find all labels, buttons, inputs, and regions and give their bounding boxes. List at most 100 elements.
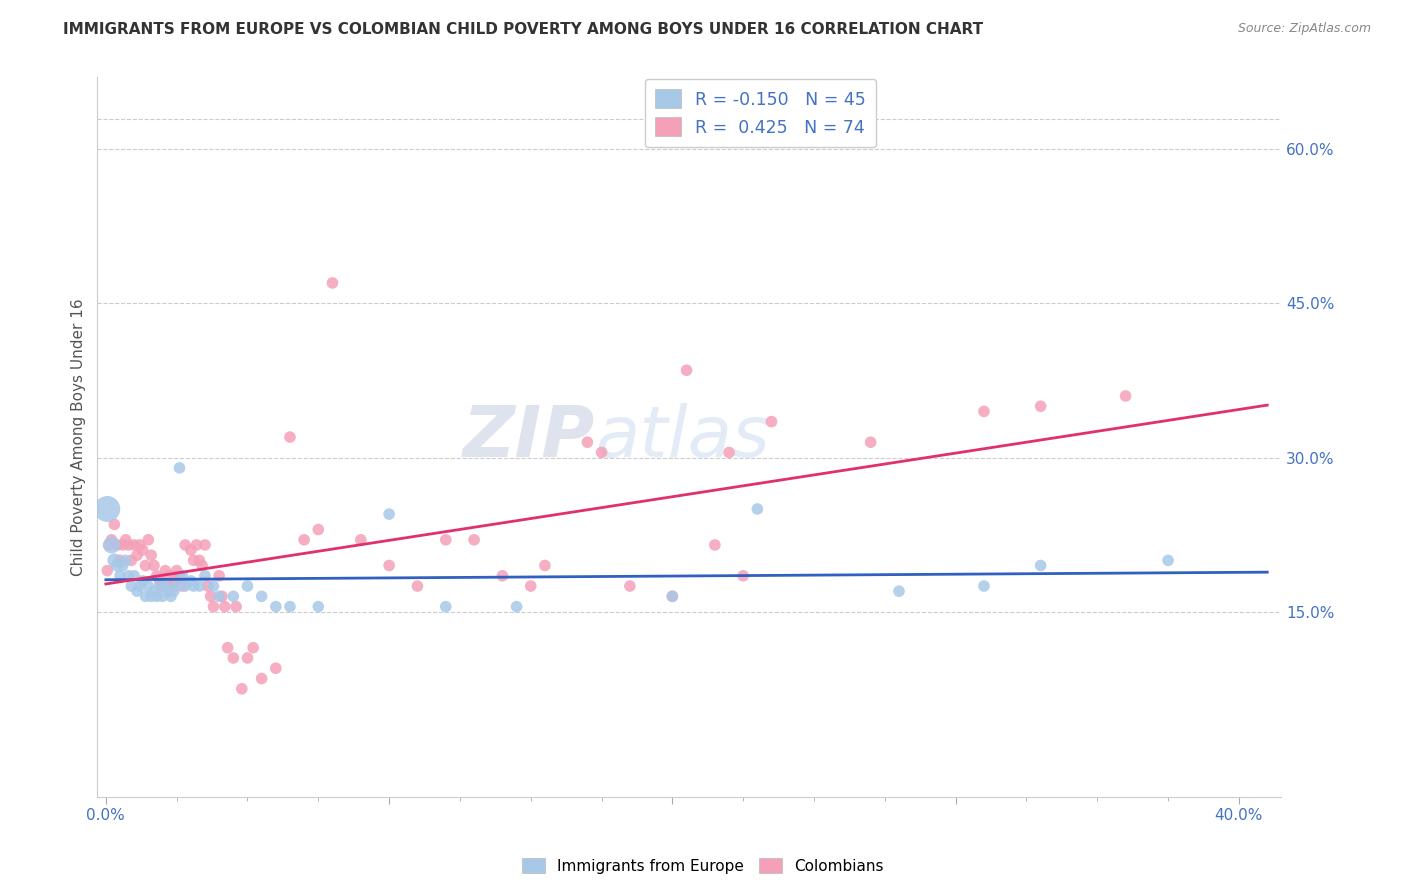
- Point: [208, 590, 231, 604]
- Point: [128, 579, 150, 593]
- Point: [576, 435, 599, 450]
- Point: [208, 568, 231, 582]
- Point: [200, 590, 222, 604]
- Point: [120, 579, 142, 593]
- Point: [160, 590, 183, 604]
- Point: [1115, 389, 1137, 403]
- Point: [887, 584, 910, 599]
- Point: [183, 553, 205, 567]
- Point: [1029, 399, 1052, 413]
- Point: [125, 584, 148, 599]
- Point: [292, 533, 315, 547]
- Point: [146, 568, 169, 582]
- Point: [120, 553, 142, 567]
- Point: [661, 590, 683, 604]
- Point: [718, 445, 741, 459]
- Point: [194, 568, 217, 582]
- Point: [103, 553, 125, 567]
- Point: [141, 548, 163, 562]
- Point: [378, 558, 401, 573]
- Point: [217, 640, 239, 655]
- Point: [138, 579, 160, 593]
- Legend: Immigrants from Europe, Colombians: Immigrants from Europe, Colombians: [516, 852, 890, 880]
- Point: [169, 461, 191, 475]
- Point: [163, 584, 186, 599]
- Point: [225, 599, 247, 614]
- Point: [152, 590, 174, 604]
- Point: [105, 538, 128, 552]
- Point: [96, 564, 118, 578]
- Point: [307, 599, 329, 614]
- Point: [134, 558, 156, 573]
- Point: [519, 579, 541, 593]
- Point: [149, 579, 172, 593]
- Point: [114, 533, 136, 547]
- Point: [141, 590, 163, 604]
- Point: [114, 553, 136, 567]
- Point: [108, 553, 131, 567]
- Point: [166, 579, 188, 593]
- Point: [117, 568, 139, 582]
- Point: [188, 579, 211, 593]
- Point: [186, 538, 208, 552]
- Point: [242, 640, 264, 655]
- Point: [163, 574, 186, 588]
- Point: [122, 538, 145, 552]
- Point: [194, 538, 217, 552]
- Point: [202, 599, 225, 614]
- Point: [505, 599, 527, 614]
- Point: [859, 435, 882, 450]
- Point: [761, 415, 783, 429]
- Point: [134, 590, 156, 604]
- Point: [183, 579, 205, 593]
- Point: [128, 538, 150, 552]
- Point: [703, 538, 725, 552]
- Point: [166, 564, 188, 578]
- Point: [321, 276, 343, 290]
- Point: [146, 590, 169, 604]
- Point: [211, 590, 233, 604]
- Point: [973, 404, 995, 418]
- Point: [125, 548, 148, 562]
- Text: ZIP: ZIP: [463, 402, 595, 472]
- Point: [661, 590, 683, 604]
- Point: [973, 579, 995, 593]
- Point: [191, 558, 214, 573]
- Point: [747, 502, 769, 516]
- Point: [103, 517, 125, 532]
- Point: [264, 661, 287, 675]
- Y-axis label: Child Poverty Among Boys Under 16: Child Poverty Among Boys Under 16: [72, 298, 86, 576]
- Point: [97, 538, 120, 552]
- Point: [149, 574, 172, 588]
- Point: [222, 590, 245, 604]
- Point: [100, 533, 122, 547]
- Point: [675, 363, 697, 377]
- Point: [1029, 558, 1052, 573]
- Point: [307, 523, 329, 537]
- Point: [1157, 553, 1180, 567]
- Point: [160, 579, 183, 593]
- Point: [463, 533, 485, 547]
- Point: [105, 558, 128, 573]
- Point: [534, 558, 557, 573]
- Point: [350, 533, 373, 547]
- Point: [180, 574, 202, 588]
- Point: [222, 651, 245, 665]
- Point: [174, 538, 197, 552]
- Point: [250, 672, 273, 686]
- Text: IMMIGRANTS FROM EUROPE VS COLOMBIAN CHILD POVERTY AMONG BOYS UNDER 16 CORRELATIO: IMMIGRANTS FROM EUROPE VS COLOMBIAN CHIL…: [63, 22, 983, 37]
- Point: [733, 568, 755, 582]
- Point: [231, 681, 253, 696]
- Point: [138, 533, 160, 547]
- Point: [250, 590, 273, 604]
- Point: [591, 445, 613, 459]
- Point: [143, 558, 166, 573]
- Point: [96, 502, 118, 516]
- Point: [131, 543, 153, 558]
- Point: [111, 538, 134, 552]
- Point: [214, 599, 236, 614]
- Point: [378, 507, 401, 521]
- Point: [117, 538, 139, 552]
- Point: [155, 579, 177, 593]
- Point: [157, 568, 180, 582]
